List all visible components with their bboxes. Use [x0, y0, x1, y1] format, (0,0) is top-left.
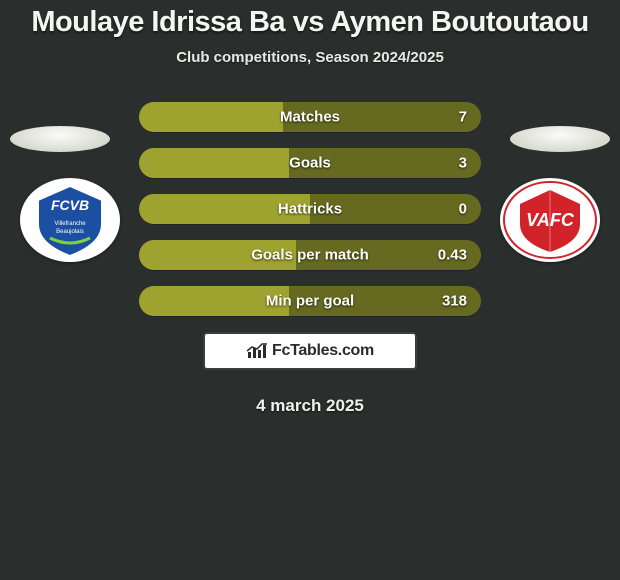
- stat-value: 0: [459, 201, 467, 218]
- stat-value: 3: [459, 155, 467, 172]
- bar-chart-icon: [246, 342, 268, 360]
- stat-value: 318: [442, 293, 467, 310]
- stat-value: 7: [459, 109, 467, 126]
- stat-bar-left: [139, 102, 283, 132]
- page-title: Moulaye Idrissa Ba vs Aymen Boutoutaou: [0, 0, 620, 39]
- brand-text: FcTables.com: [272, 342, 374, 360]
- stat-label: Goals: [289, 155, 331, 172]
- stat-row-hattricks: Hattricks 0: [139, 194, 481, 224]
- stat-label: Matches: [280, 109, 340, 126]
- stat-row-goals-per-match: Goals per match 0.43: [139, 240, 481, 270]
- stat-label: Hattricks: [278, 201, 342, 218]
- stat-label: Min per goal: [266, 293, 354, 310]
- subtitle: Club competitions, Season 2024/2025: [0, 49, 620, 66]
- stat-row-min-per-goal: Min per goal 318: [139, 286, 481, 316]
- stat-value: 0.43: [438, 247, 467, 264]
- stat-row-goals: Goals 3: [139, 148, 481, 178]
- stat-bars-container: Matches 7 Goals 3 Hattricks 0 Goals per match 0…: [0, 102, 620, 316]
- brand-attribution[interactable]: FcTables.com: [203, 332, 417, 370]
- stat-bar-left: [139, 148, 289, 178]
- stat-label: Goals per match: [251, 247, 369, 264]
- snapshot-date: 4 march 2025: [0, 396, 620, 416]
- stat-row-matches: Matches 7: [139, 102, 481, 132]
